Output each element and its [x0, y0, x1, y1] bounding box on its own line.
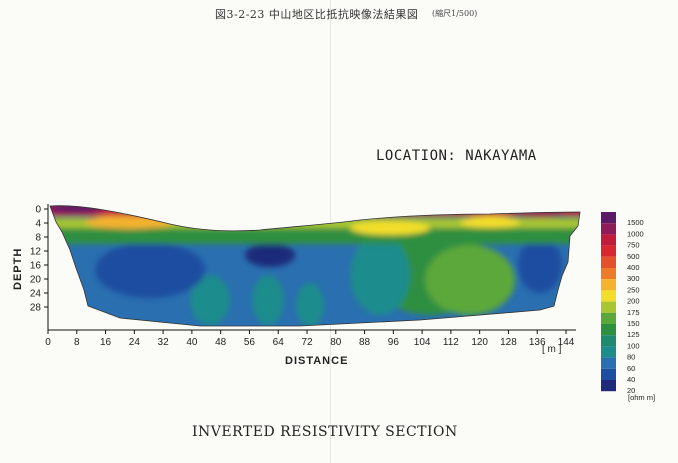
x-tick-label: 80	[330, 337, 342, 348]
y-tick-label: 28	[30, 303, 42, 314]
x-tick-label: 32	[158, 337, 170, 348]
zone-teal-mid	[350, 235, 410, 315]
y-tick-label: 4	[35, 219, 41, 230]
legend-swatch	[601, 346, 616, 358]
legend-value-label: 750	[627, 241, 640, 250]
legend-value-label: 20	[627, 386, 635, 395]
x-tick-label: 136	[529, 337, 546, 348]
legend-swatch	[601, 279, 616, 291]
x-unit-label: [ m ]	[542, 344, 562, 355]
zone-purple-left	[50, 205, 105, 213]
y-tick-label: 20	[30, 275, 42, 286]
legend-value-label: 60	[627, 364, 635, 373]
zone-yellow-b	[460, 216, 520, 228]
zone-purple-right	[515, 210, 565, 218]
legend-swatch	[601, 290, 616, 302]
legend-swatch	[601, 357, 616, 369]
legend-unit-label: [ohm m]	[628, 393, 655, 402]
x-tick-label: 104	[414, 337, 431, 348]
x-tick-label: 0	[45, 337, 51, 348]
zone-teal-c	[296, 283, 324, 326]
x-tick-label: 8	[74, 337, 80, 348]
legend-swatch	[601, 335, 616, 347]
legend-swatch	[601, 212, 616, 224]
x-tick-label: 24	[129, 337, 141, 348]
y-tick-label: 8	[35, 233, 41, 244]
legend-swatch	[601, 256, 616, 268]
x-tick-label: 112	[443, 337, 459, 348]
legend-value-label: 400	[627, 263, 640, 272]
section-outline	[49, 205, 581, 327]
y-axis-title: DEPTH	[12, 248, 24, 290]
zone-teal-a	[190, 275, 230, 325]
zone-teal-b	[252, 275, 284, 325]
zone-deepblue-left	[95, 242, 205, 298]
section-body	[50, 205, 580, 326]
zone-lightgreen-right	[425, 245, 515, 315]
legend-value-label: 150	[627, 319, 640, 328]
legend-value-label: 175	[627, 308, 640, 317]
figure-title: 図3-2-23 中山地区比抵抗映像法結果図	[215, 8, 419, 21]
x-tick-label: 48	[215, 337, 227, 348]
x-tick-label: 72	[301, 337, 313, 348]
location-label: LOCATION: NAKAYAMA	[376, 148, 537, 164]
x-tick-label: 96	[388, 337, 400, 348]
y-tick-label: 24	[30, 289, 42, 300]
legend-swatch	[601, 234, 616, 246]
x-tick-label: 40	[186, 337, 198, 348]
zone-lowres	[245, 243, 295, 267]
figure-scale: (縮尺1/500)	[432, 9, 478, 18]
legend-swatch	[601, 380, 616, 392]
x-tick-label: 120	[471, 337, 488, 348]
legend-value-label: 300	[627, 274, 640, 283]
x-tick-label: 16	[100, 337, 112, 348]
legend-swatch	[601, 223, 616, 235]
legend-value-label: 1500	[627, 218, 644, 227]
legend-value-label: 40	[627, 375, 635, 384]
legend-value-label: 500	[627, 252, 640, 261]
legend-swatch	[601, 268, 616, 280]
legend-value-label: 80	[627, 353, 635, 362]
x-tick-label: 88	[359, 337, 371, 348]
legend-value-label: 200	[627, 297, 640, 306]
legend-value-label: 100	[627, 341, 640, 350]
legend-swatch	[601, 368, 616, 380]
legend-swatch	[601, 312, 616, 324]
legend-swatch	[601, 324, 616, 336]
section-title: INVERTED RESISTIVITY SECTION	[192, 424, 458, 440]
zone-blue-right	[518, 237, 562, 293]
x-tick-group: 0 8 16 24 32 40 48 56 64 72 80 88 96 104 112 120 128 136 1…	[45, 330, 575, 348]
x-tick-label: 56	[244, 337, 256, 348]
y-tick-label: 0	[35, 205, 41, 216]
x-tick-label: 144	[558, 337, 575, 348]
y-tick-label: 12	[30, 247, 42, 258]
color-legend: 1500 1000 750 500 400 300 250 200 175 150 125 100 80…	[601, 212, 644, 395]
y-tick-label: 16	[30, 261, 42, 272]
x-axis-title: DISTANCE	[285, 355, 348, 367]
legend-value-label: 250	[627, 285, 640, 294]
legend-swatch	[601, 301, 616, 313]
legend-swatch	[601, 245, 616, 257]
legend-value-label: 1000	[627, 229, 644, 238]
zone-yellow-a	[350, 221, 430, 235]
legend-value-label: 125	[627, 330, 640, 339]
x-tick-label: 128	[500, 337, 517, 348]
y-tick-group: 0 4 8 12 16 20 24 28	[30, 205, 48, 314]
x-tick-label: 64	[273, 337, 285, 348]
